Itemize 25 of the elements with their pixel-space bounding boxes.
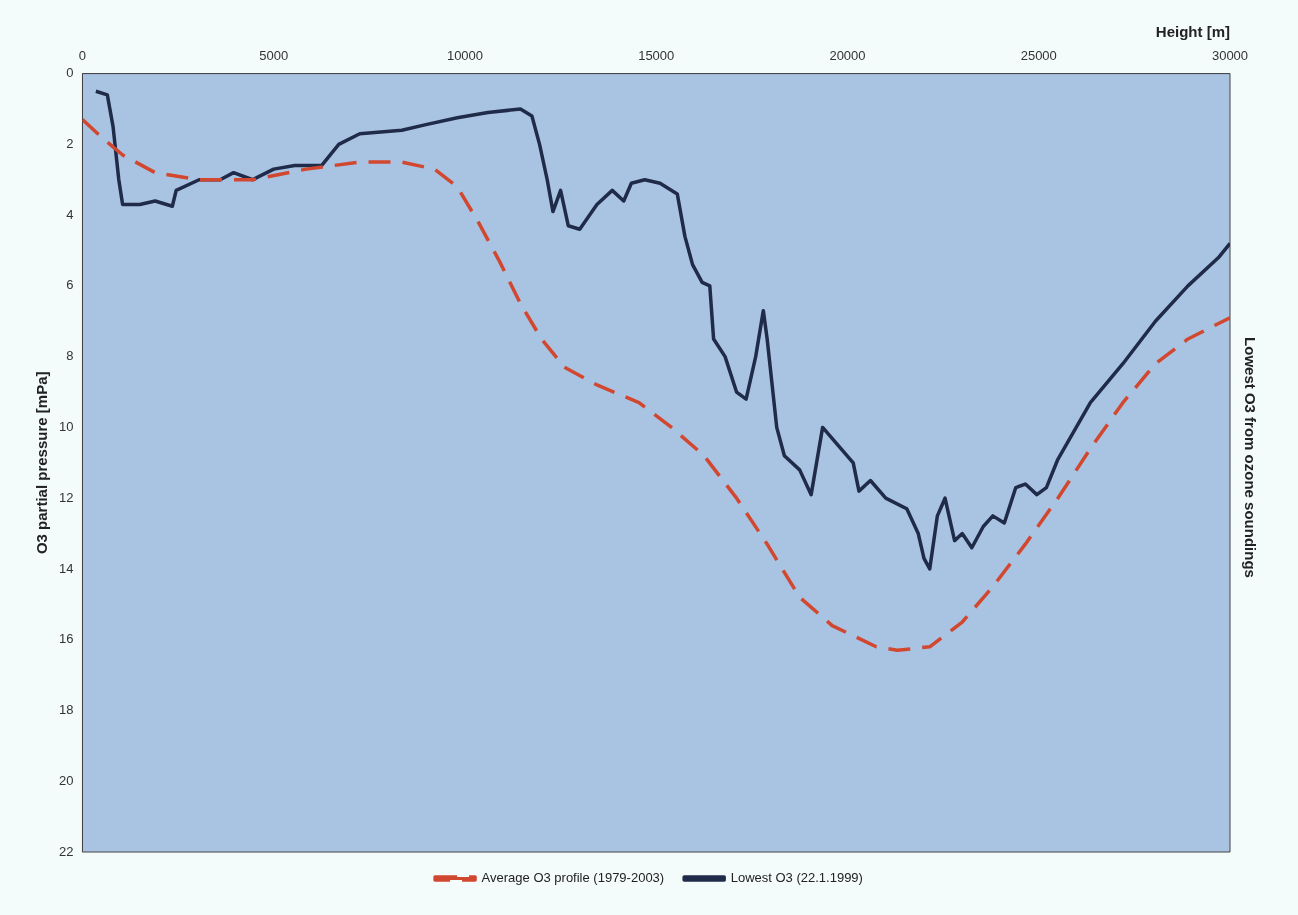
y-tick-label: 18 <box>58 702 74 718</box>
x-tick-label: 0 <box>78 48 87 64</box>
text: Lowest O3 from ozone soundings <box>1241 337 1259 578</box>
x-tick-label: 30000 <box>1211 48 1249 64</box>
y-tick-label: 14 <box>58 560 74 576</box>
x-tick-label: 15000 <box>638 48 675 64</box>
y-tick-label: 10 <box>58 419 74 434</box>
y-tick-label: 8 <box>66 348 74 364</box>
y-tick-label: 4 <box>66 206 74 222</box>
legend-label: Average O3 profile (1979-2003) <box>481 870 665 886</box>
line-series <box>82 117 1230 653</box>
y-tick-label: 2 <box>66 135 74 151</box>
x-tick-label: 5000 <box>259 48 289 64</box>
y-axis-title: O3 partial pressure [mPa] <box>33 371 51 555</box>
y-tick-label: 0 <box>66 65 74 81</box>
y-tick-label: 20 <box>58 772 74 788</box>
legend-label: Lowest O3 (22.1.1999) <box>730 870 863 886</box>
y-tick-label: 22 <box>58 843 74 859</box>
y-tick-label: 6 <box>66 277 74 293</box>
x-axis-title: Height [m] <box>1155 23 1230 41</box>
x-tick-label: 10000 <box>446 48 484 64</box>
y-tick-label: 12 <box>58 489 74 505</box>
y-tick-label: 16 <box>58 631 74 647</box>
x-tick-label: 20000 <box>829 48 866 64</box>
x-tick-label: 25000 <box>1020 48 1057 64</box>
